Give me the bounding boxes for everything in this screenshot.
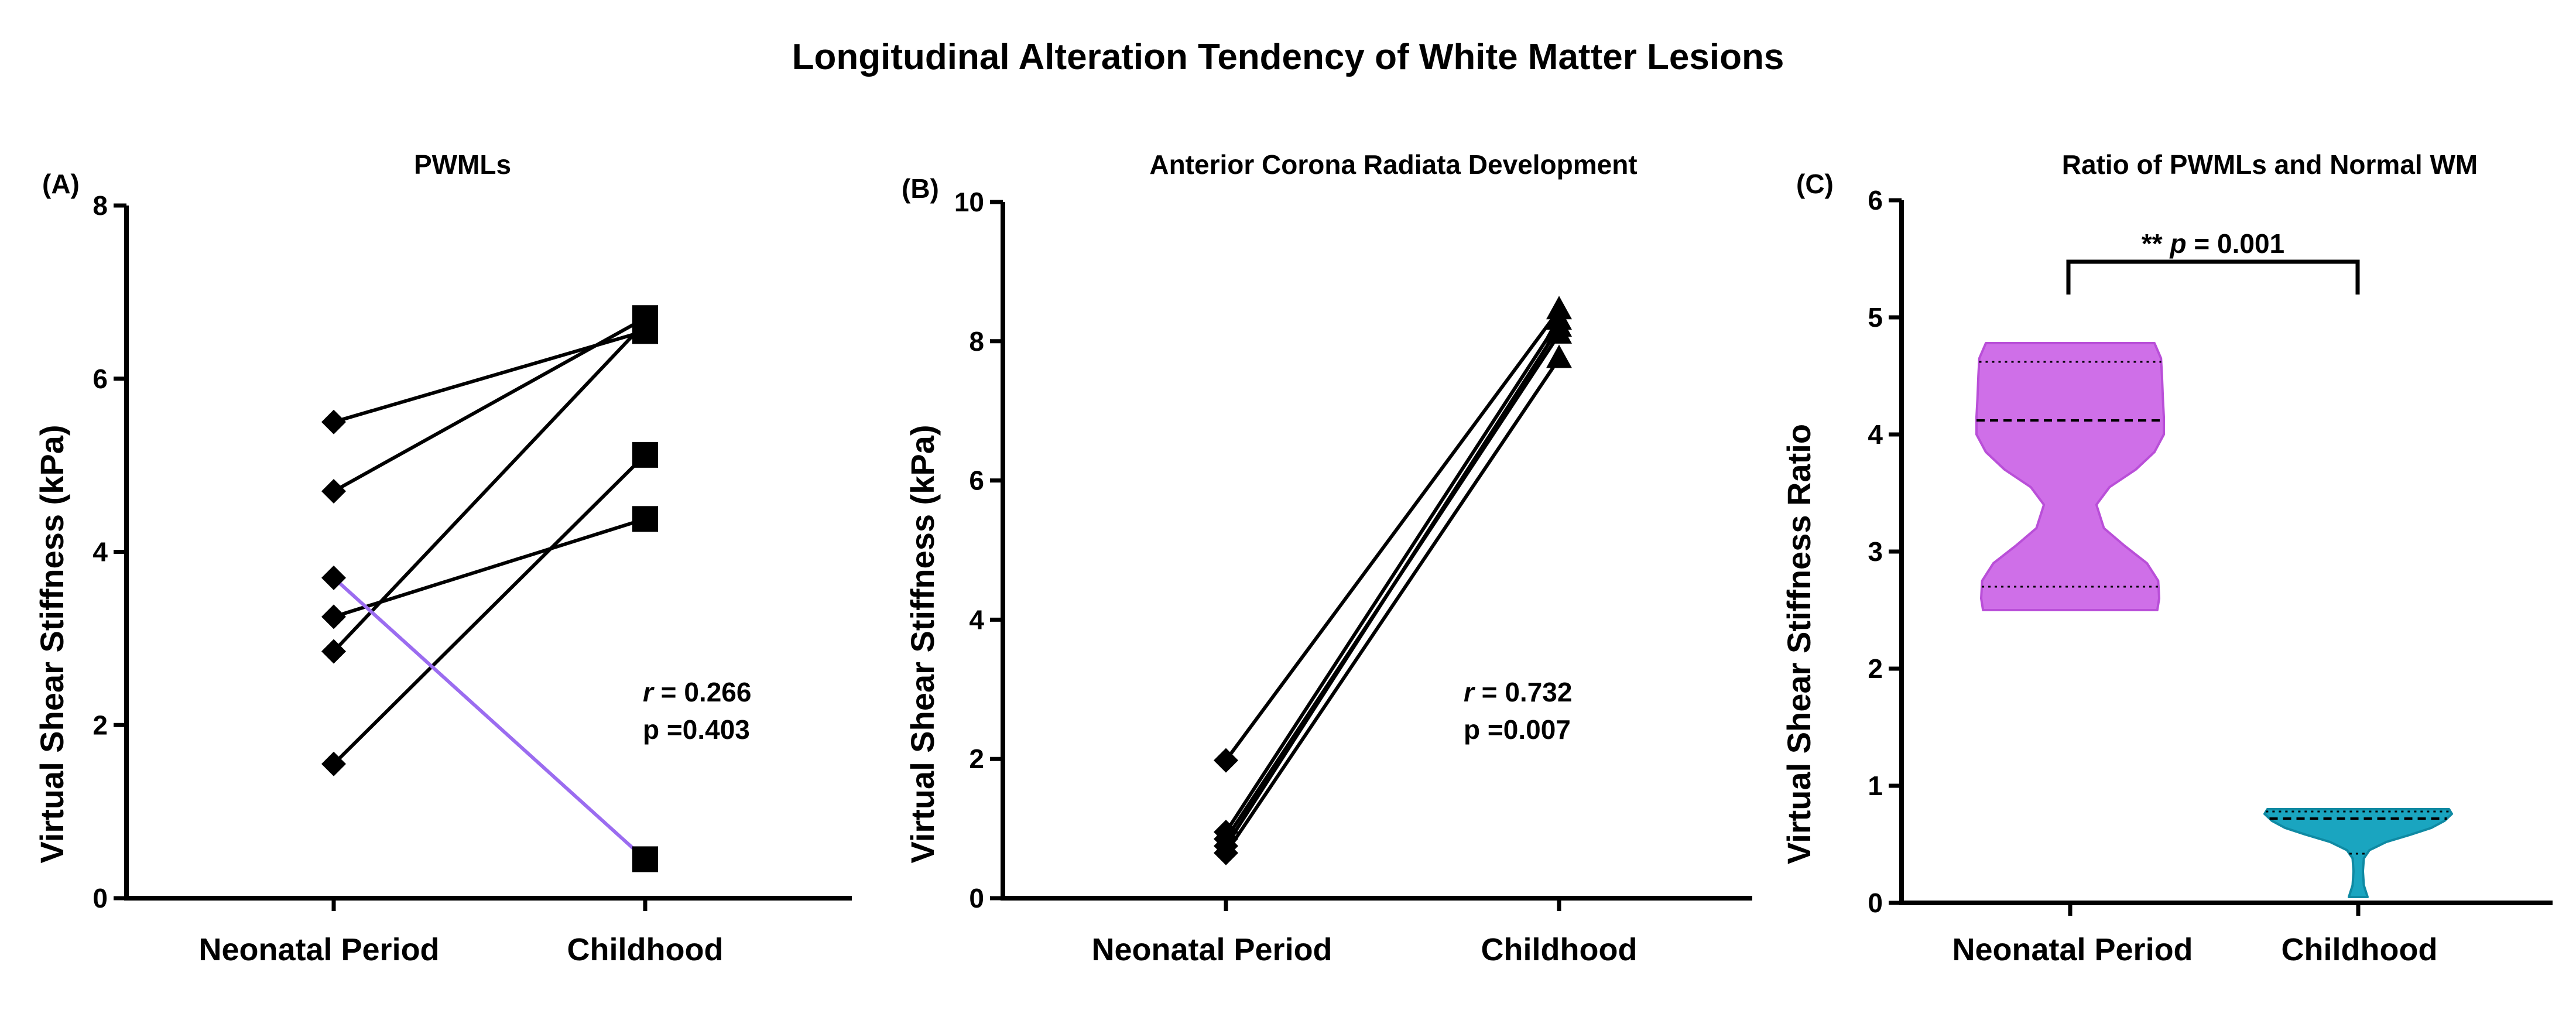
panel-a-label: (A) [42,169,80,199]
panel-c-label: (C) [1796,169,1834,199]
data-point-diamond [321,565,346,590]
panel-b-ticks: 0 2 4 6 8 10 [954,187,1561,913]
panel-c-category-childhood: Childhood [2282,932,2438,967]
series-line [1224,326,1561,847]
series-line [333,316,646,493]
y-tick-label: 0 [1868,888,1883,918]
data-point-diamond [321,409,346,434]
data-point-diamond [1214,748,1238,773]
series-line [1224,319,1561,833]
panel-a-markers [321,305,658,872]
panel-b-axes [1001,202,1752,901]
panel-b-label: (B) [902,173,939,204]
series-line [332,321,647,653]
y-tick-label: 6 [1868,185,1883,215]
data-point-square [632,309,658,336]
panel-a-category-neonatal: Neonatal Period [198,932,439,967]
panel-c: (C) Ratio of PWMLs and Normal WM Virtual… [1780,149,2553,967]
significance-label: ** p = 0.001 [2142,228,2284,259]
data-point-diamond [321,478,346,504]
panel-a-axes [124,206,852,901]
y-tick-label: 4 [93,537,108,567]
panel-c-y-axis-label: Virtual Shear Stiffness Ratio [1780,424,1817,864]
figure-title: Longitudinal Alteration Tendency of Whit… [792,37,1784,77]
y-tick-label: 2 [1868,653,1883,684]
data-point-diamond [1214,840,1238,865]
data-point-diamond [321,639,346,664]
y-tick-label: 4 [1868,419,1883,450]
violin-neonatal [1975,342,2165,611]
y-tick-label: 10 [954,187,984,217]
y-tick-label: 0 [93,883,108,913]
data-point-square [632,441,658,468]
y-tick-label: 8 [93,190,108,221]
panel-a-y-axis-label: Virtual Shear Stiffness (kPa) [33,425,70,864]
data-point-square [632,506,658,532]
panel-b-category-childhood: Childhood [1481,932,1638,967]
series-line [1224,357,1561,854]
panel-b-markers [1214,296,1572,865]
panel-a: (A) PWMLs Virtual Shear Stiffness (kPa) … [33,149,852,967]
y-tick-label: 5 [1868,302,1883,333]
panel-a-lines [332,316,647,861]
y-tick-label: 1 [1868,771,1883,801]
y-tick-label: 0 [969,883,984,913]
y-tick-label: 6 [93,364,108,394]
panel-a-category-childhood: Childhood [567,932,724,967]
y-tick-label: 2 [93,710,108,740]
panel-b-p-value: p =0.007 [1464,714,1571,745]
panel-c-violins [1975,342,2453,898]
y-tick-label: 8 [969,326,984,357]
panel-a-ticks: 0 2 4 6 8 [93,190,648,913]
panel-b-category-neonatal: Neonatal Period [1091,932,1332,967]
y-tick-label: 2 [969,744,984,774]
panel-c-category-neonatal: Neonatal Period [1952,932,2193,967]
series-line [332,453,647,765]
data-point-diamond [321,751,346,776]
series-line [332,576,647,861]
panel-c-title: Ratio of PWMLs and Normal WM [2062,149,2478,180]
violin-childhood [2263,808,2453,898]
data-point-triangle [1546,344,1572,368]
series-line [333,517,646,619]
panel-a-p-value: p =0.403 [643,714,750,745]
panel-b-lines [1224,309,1561,854]
y-tick-label: 6 [969,465,984,496]
y-tick-label: 3 [1868,536,1883,567]
data-point-triangle [1546,313,1572,337]
data-point-square [632,846,658,872]
data-point-diamond [321,604,346,629]
panel-b-title: Anterior Corona Radiata Development [1149,149,1637,180]
panel-b: (B) Anterior Corona Radiata Development … [902,149,1752,967]
panel-a-r-value: r = 0.266 [643,677,751,707]
significance-bracket [2066,259,2360,295]
panel-c-axes [1899,200,2553,905]
panel-b-r-value: r = 0.732 [1464,677,1572,707]
series-line [1224,309,1561,762]
panel-b-y-axis-label: Virtual Shear Stiffness (kPa) [904,425,941,864]
panel-a-title: PWMLs [414,149,511,180]
y-tick-label: 4 [969,604,984,635]
panel-c-ticks: 0 1 2 3 4 5 6 [1868,185,2361,918]
